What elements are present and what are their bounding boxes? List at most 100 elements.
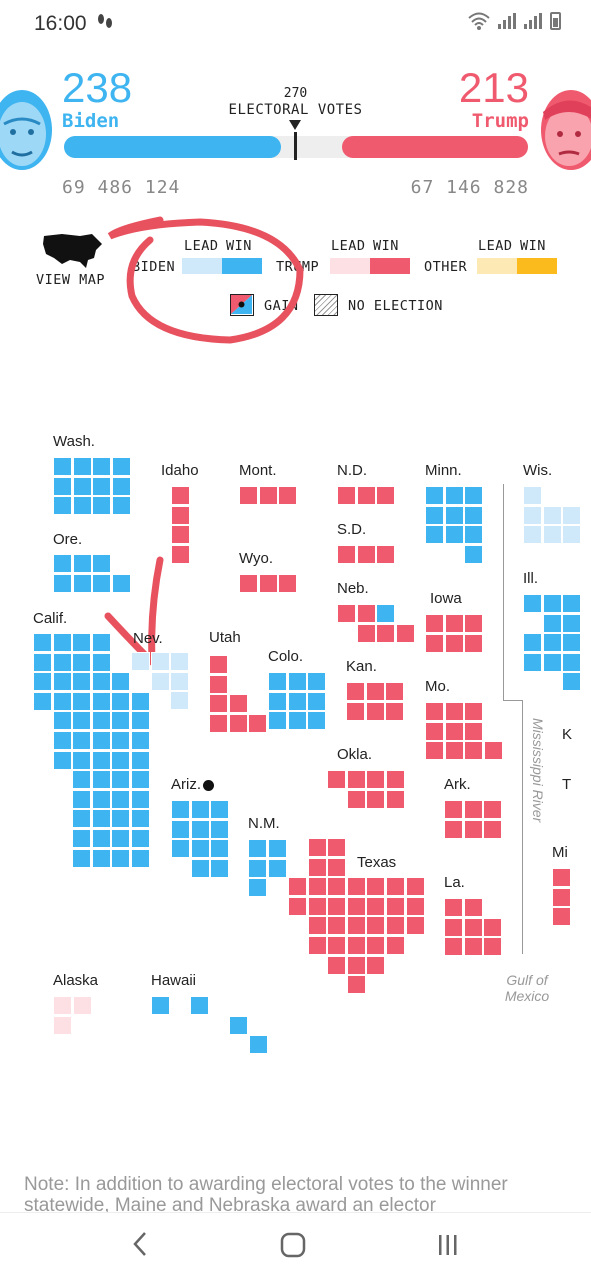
state-tile[interactable] bbox=[111, 496, 131, 516]
state-tile[interactable] bbox=[483, 800, 503, 819]
state-tile[interactable] bbox=[562, 505, 582, 525]
state-tile[interactable] bbox=[228, 694, 248, 714]
state-tile[interactable] bbox=[552, 868, 571, 887]
state-tile[interactable] bbox=[258, 574, 278, 593]
state-tile[interactable] bbox=[444, 917, 463, 937]
state-tile[interactable] bbox=[562, 613, 582, 633]
state-tile[interactable] bbox=[190, 839, 210, 859]
state-tile[interactable] bbox=[425, 505, 444, 525]
state-tile[interactable] bbox=[248, 858, 267, 878]
state-tile[interactable] bbox=[131, 848, 150, 868]
state-tile[interactable] bbox=[552, 887, 571, 907]
state-tile[interactable] bbox=[171, 505, 190, 525]
state-tile[interactable] bbox=[425, 614, 444, 633]
state-tile[interactable] bbox=[111, 672, 131, 692]
state-tile[interactable] bbox=[52, 652, 72, 672]
state-tile[interactable] bbox=[386, 916, 405, 936]
state-tile[interactable] bbox=[562, 652, 582, 672]
recent-apps-button[interactable] bbox=[437, 1230, 459, 1263]
state-tile[interactable] bbox=[53, 1015, 72, 1035]
state-tile[interactable] bbox=[385, 770, 405, 789]
state-tile[interactable] bbox=[111, 809, 131, 829]
state-tile[interactable] bbox=[327, 857, 347, 877]
state-tile[interactable] bbox=[444, 800, 463, 819]
state-tile[interactable] bbox=[483, 937, 503, 957]
state-tile[interactable] bbox=[562, 633, 582, 653]
state-tile[interactable] bbox=[346, 955, 366, 975]
state-tile[interactable] bbox=[72, 829, 92, 848]
state-tile[interactable] bbox=[444, 741, 464, 761]
state-tile[interactable] bbox=[171, 819, 190, 839]
state-tile[interactable] bbox=[376, 486, 396, 505]
state-tile[interactable] bbox=[444, 505, 464, 525]
state-tile[interactable] bbox=[239, 486, 258, 505]
state-tile[interactable] bbox=[33, 652, 52, 672]
state-tile[interactable] bbox=[386, 896, 405, 916]
state-tile[interactable] bbox=[209, 694, 228, 714]
state-tile[interactable] bbox=[171, 839, 190, 859]
state-tile[interactable] bbox=[52, 633, 72, 652]
state-tile[interactable] bbox=[307, 896, 327, 916]
state-tile[interactable] bbox=[464, 633, 484, 653]
state-tile[interactable] bbox=[464, 544, 484, 564]
state-tile[interactable] bbox=[523, 594, 542, 613]
state-tile[interactable] bbox=[327, 838, 347, 857]
state-tile[interactable] bbox=[170, 671, 190, 691]
state-tile[interactable] bbox=[307, 916, 327, 936]
state-tile[interactable] bbox=[53, 496, 72, 516]
state-tile[interactable] bbox=[463, 800, 483, 819]
state-tile[interactable] bbox=[464, 702, 484, 721]
state-tile[interactable] bbox=[386, 877, 405, 897]
state-tile[interactable] bbox=[150, 671, 170, 691]
state-tile[interactable] bbox=[33, 691, 52, 711]
state-tile[interactable] bbox=[366, 916, 386, 936]
state-tile[interactable] bbox=[385, 701, 405, 721]
state-tile[interactable] bbox=[562, 594, 582, 613]
state-tile[interactable] bbox=[523, 525, 542, 545]
state-tile[interactable] bbox=[33, 672, 52, 692]
state-tile[interactable] bbox=[268, 691, 287, 711]
state-tile[interactable] bbox=[258, 486, 278, 505]
state-tile[interactable] bbox=[542, 505, 562, 525]
state-tile[interactable] bbox=[91, 652, 111, 672]
state-tile[interactable] bbox=[307, 672, 327, 691]
state-tile[interactable] bbox=[542, 525, 562, 545]
state-tile[interactable] bbox=[307, 936, 327, 955]
state-tile[interactable] bbox=[52, 711, 72, 731]
state-tile[interactable] bbox=[356, 604, 376, 623]
state-tile[interactable] bbox=[444, 633, 464, 653]
state-tile[interactable] bbox=[209, 674, 228, 694]
state-tile[interactable] bbox=[327, 896, 347, 916]
state-tile[interactable] bbox=[92, 476, 112, 496]
state-tile[interactable] bbox=[190, 858, 210, 878]
state-tile[interactable] bbox=[463, 819, 483, 839]
state-tile[interactable] bbox=[278, 574, 298, 593]
state-tile[interactable] bbox=[386, 936, 405, 955]
state-tile[interactable] bbox=[210, 839, 230, 859]
state-tile[interactable] bbox=[542, 652, 562, 672]
state-tile[interactable] bbox=[365, 701, 385, 721]
state-tile[interactable] bbox=[91, 633, 111, 652]
state-tile[interactable] bbox=[72, 711, 92, 731]
view-map-button[interactable]: VIEW MAP bbox=[36, 272, 106, 288]
state-tile[interactable] bbox=[307, 877, 327, 897]
state-tile[interactable] bbox=[91, 848, 111, 868]
state-tile[interactable] bbox=[376, 623, 396, 643]
state-tile[interactable] bbox=[464, 505, 484, 525]
state-tile[interactable] bbox=[376, 604, 396, 623]
state-tile[interactable] bbox=[288, 877, 307, 897]
state-tile[interactable] bbox=[249, 1035, 268, 1055]
state-tile[interactable] bbox=[483, 819, 503, 839]
state-tile[interactable] bbox=[190, 800, 210, 819]
state-tile[interactable] bbox=[248, 839, 267, 858]
state-tile[interactable] bbox=[131, 770, 150, 790]
state-tile[interactable] bbox=[91, 731, 111, 750]
state-tile[interactable] bbox=[542, 633, 562, 653]
state-tile[interactable] bbox=[248, 713, 268, 733]
state-tile[interactable] bbox=[356, 486, 376, 505]
state-tile[interactable] bbox=[72, 573, 92, 593]
state-tile[interactable] bbox=[327, 877, 347, 897]
state-tile[interactable] bbox=[53, 573, 72, 593]
state-tile[interactable] bbox=[53, 476, 72, 496]
state-tile[interactable] bbox=[72, 809, 92, 829]
